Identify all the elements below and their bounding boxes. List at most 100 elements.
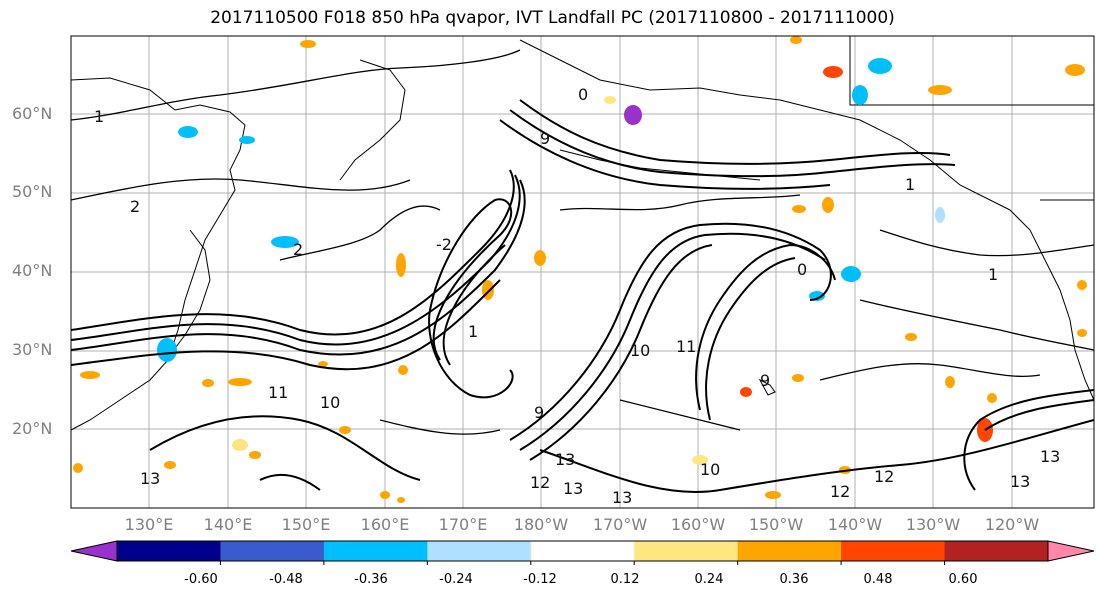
- contour-label: 11: [268, 383, 288, 402]
- contour-label: 0: [797, 260, 807, 279]
- contour-label: 1: [905, 175, 915, 194]
- colorbar-segment: [117, 541, 221, 561]
- colorbar-extend-high: [1047, 540, 1095, 562]
- contour-line: [559, 194, 801, 211]
- anomaly-patch: [271, 236, 299, 248]
- alaska-coastline: [519, 39, 1011, 211]
- contour-line: [519, 99, 951, 165]
- contour-label: 13: [612, 488, 632, 507]
- anomaly-patch: [73, 463, 83, 473]
- lon-label: 140°W: [827, 515, 883, 534]
- contour-line: [879, 229, 1094, 257]
- anomaly-patch: [380, 491, 390, 499]
- contour-label: 10: [700, 460, 720, 479]
- lon-label: 180°W: [513, 515, 569, 534]
- anomaly-patch: [239, 136, 255, 144]
- lon-label: 140°E: [203, 515, 253, 534]
- kamchatka-coastline: [339, 59, 406, 181]
- contour-label: 13: [555, 450, 575, 469]
- anomaly-patch: [740, 387, 752, 397]
- anomaly-patch: [792, 374, 804, 382]
- lat-label: 50°N: [12, 182, 53, 201]
- anomaly-patch: [852, 85, 868, 105]
- contour-label: 1: [988, 265, 998, 284]
- lon-label: 150°W: [748, 515, 804, 534]
- contour-line: [529, 244, 713, 461]
- colorbar-tick-label: -0.36: [354, 572, 388, 587]
- lat-label: 20°N: [12, 419, 53, 438]
- contour-line: [509, 109, 956, 178]
- anomaly-patch: [790, 36, 802, 44]
- contour-label: 13: [563, 479, 583, 498]
- anomaly-patch: [692, 455, 708, 465]
- asia-coastline: [71, 77, 246, 431]
- contour-label: 9: [540, 129, 550, 148]
- anomaly-patch: [178, 126, 198, 138]
- contour-label: 1: [468, 322, 478, 341]
- anomaly-patch: [987, 393, 997, 403]
- lat-label: 60°N: [12, 104, 53, 123]
- anomaly-patch: [396, 253, 406, 277]
- graticule: [71, 36, 1094, 508]
- map-frame: [70, 35, 1095, 509]
- lat-label: 40°N: [12, 261, 53, 280]
- anomaly-patch: [822, 197, 834, 213]
- contour-label: 10: [320, 393, 340, 412]
- anomaly-patch: [534, 250, 546, 266]
- colorbar-tick-label: -0.48: [269, 572, 303, 587]
- contour-label: 13: [140, 469, 160, 488]
- colorbar-tick-label: 0.60: [948, 572, 978, 587]
- japan-coastline: [169, 229, 211, 356]
- anomaly-patch: [300, 40, 316, 48]
- anomaly-patch: [164, 461, 176, 469]
- north-america-coastline: [1009, 209, 1094, 401]
- anomaly-patch: [232, 439, 248, 451]
- plot-title: 2017110500 F018 850 hPa qvapor, IVT Land…: [210, 8, 895, 28]
- anomaly-patch: [249, 451, 261, 459]
- anomaly-patch: [157, 338, 177, 362]
- colorbar: [70, 540, 1095, 565]
- colorbar-extend-low: [70, 540, 118, 562]
- contour-lines: [71, 99, 1094, 493]
- colorbar-segment: [634, 541, 739, 561]
- colorbar-segment: [841, 541, 946, 561]
- lon-label: 160°W: [670, 515, 726, 534]
- anomaly-patch: [80, 371, 100, 379]
- anomaly-patch: [624, 105, 642, 125]
- colorbar-tick-label: -0.60: [184, 572, 218, 587]
- contour-label: 1: [94, 107, 104, 126]
- colorbar-segment: [530, 541, 635, 561]
- contour-line: [705, 257, 796, 421]
- contour-line: [695, 243, 836, 411]
- contour-line: [619, 399, 741, 431]
- contour-line: [71, 279, 501, 371]
- anomaly-patch: [928, 85, 952, 95]
- lon-label: 170°E: [438, 515, 488, 534]
- contour-label: 12: [530, 473, 550, 492]
- colorbar-segment: [944, 541, 1049, 561]
- anomaly-patch: [868, 58, 892, 74]
- contour-line: [519, 232, 826, 451]
- colorbar-tick-label: 0.24: [694, 572, 724, 587]
- anomaly-patch: [1065, 64, 1085, 76]
- anomaly-patch: [318, 361, 328, 367]
- contour-label: 11: [676, 337, 696, 356]
- anomaly-patch: [202, 379, 214, 387]
- lon-label: 160°E: [360, 515, 410, 534]
- contour-label: 2: [293, 240, 303, 259]
- anomaly-patch: [228, 378, 252, 386]
- lon-label: 130°W: [905, 515, 961, 534]
- colorbar-segment: [220, 541, 325, 561]
- lat-label: 30°N: [12, 340, 53, 359]
- contour-labels: 1 0 9 1 2 2 -2 1 0 10 11 9 10 11 9 13 12…: [94, 85, 1060, 507]
- colorbar-segment: [323, 541, 428, 561]
- anomaly-patch: [945, 376, 955, 388]
- contour-line: [149, 415, 421, 481]
- coastlines: [71, 36, 1094, 431]
- colorbar-segment: [737, 541, 842, 561]
- anomaly-patch: [1077, 329, 1087, 337]
- contour-line: [539, 419, 1094, 493]
- lon-label: 130°E: [124, 515, 174, 534]
- anomaly-patch: [765, 491, 781, 499]
